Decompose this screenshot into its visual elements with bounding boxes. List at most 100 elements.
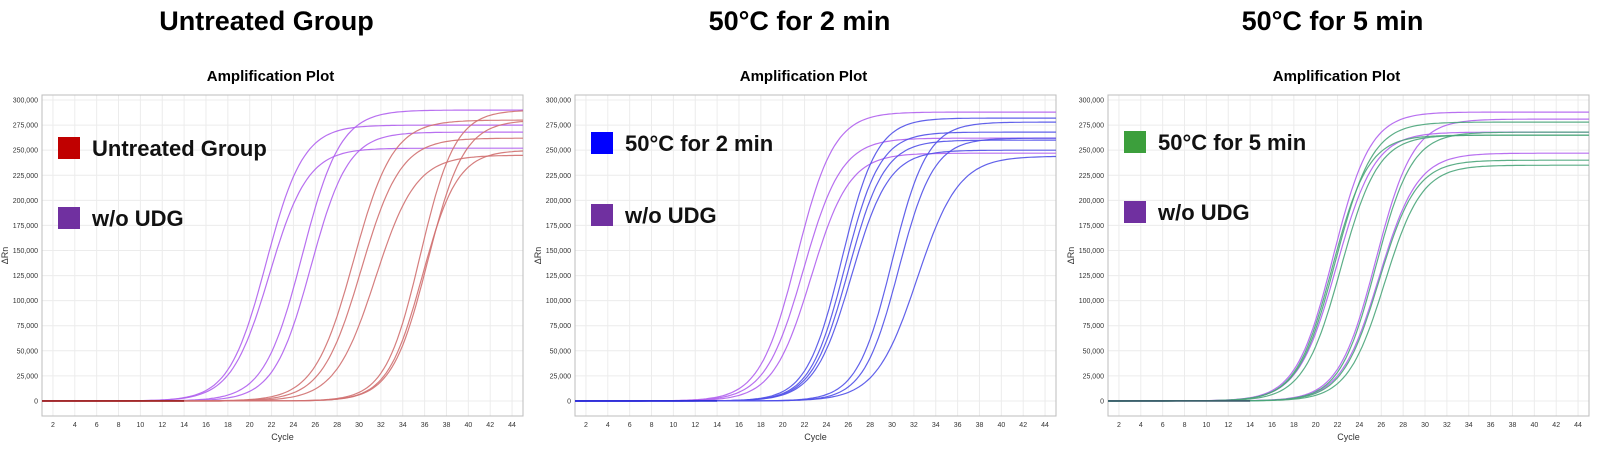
- legend-swatch: [58, 137, 80, 159]
- y-tick-label: 275,000: [546, 123, 571, 130]
- x-tick-label: 2: [1117, 422, 1121, 429]
- x-tick-label: 18: [757, 422, 765, 429]
- y-tick-label: 250,000: [13, 148, 38, 155]
- plot-title: Amplification Plot: [206, 68, 335, 85]
- panel-title: 50°C for 2 min: [708, 6, 891, 36]
- y-tick-label: 200,000: [1079, 198, 1104, 205]
- x-tick-label: 26: [1377, 422, 1385, 429]
- y-tick-label: 75,000: [550, 323, 572, 330]
- x-tick-label: 8: [1183, 422, 1187, 429]
- x-tick-label: 38: [976, 422, 984, 429]
- series-line: [1108, 111, 1589, 402]
- x-axis-label: Cycle: [271, 432, 294, 442]
- x-tick-label: 10: [669, 422, 677, 429]
- y-tick-label: 275,000: [13, 123, 38, 130]
- x-tick-label: 32: [1443, 422, 1451, 429]
- legend-swatch: [591, 204, 613, 226]
- y-tick-label: 250,000: [546, 148, 571, 155]
- x-axis-label: Cycle: [804, 432, 827, 442]
- series-line: [42, 120, 524, 402]
- x-tick-label: 6: [1161, 422, 1165, 429]
- legend-label: Untreated Group: [92, 136, 267, 161]
- x-tick-label: 26: [311, 422, 319, 429]
- series-line: [42, 119, 523, 402]
- y-tick-label: 125,000: [546, 273, 571, 280]
- x-tick-label: 32: [910, 422, 918, 429]
- x-tick-label: 36: [421, 422, 429, 429]
- plot-frame: [1107, 94, 1590, 417]
- x-axis-label: Cycle: [1337, 432, 1360, 442]
- y-tick-label: 0: [34, 398, 38, 405]
- legend-label: 50°C for 5 min: [1158, 130, 1306, 155]
- x-tick-label: 22: [801, 422, 809, 429]
- y-tick-label: 275,000: [1079, 123, 1104, 130]
- x-tick-label: 8: [117, 422, 121, 429]
- x-tick-label: 12: [1224, 422, 1232, 429]
- y-tick-label: 225,000: [13, 173, 38, 180]
- x-tick-label: 4: [73, 422, 77, 429]
- amplification-chart-untreated: 0 25,000 50,000 75,000 100,000 125,000 150,000…: [0, 94, 524, 442]
- panel-2min: 50°C for 2 min Amplification Plot 0 25,00…: [533, 0, 1066, 456]
- x-tick-label: 42: [1552, 422, 1560, 429]
- series-line: [42, 147, 523, 402]
- series-line: [42, 124, 523, 402]
- x-tick-label: 34: [1465, 422, 1473, 429]
- series-line: [575, 139, 1056, 402]
- panel-5min: 50°C for 5 min Amplification Plot 0 25,00…: [1066, 0, 1599, 456]
- x-tick-label: 4: [1139, 422, 1143, 429]
- x-tick-label: 16: [202, 422, 210, 429]
- x-tick-label: 44: [508, 422, 516, 429]
- y-tick-label: 225,000: [1079, 173, 1104, 180]
- x-tick-label: 6: [628, 422, 632, 429]
- x-tick-label: 42: [486, 422, 494, 429]
- x-tick-label: 28: [333, 422, 341, 429]
- x-tick-label: 2: [584, 422, 588, 429]
- y-tick-label: 250,000: [1079, 148, 1104, 155]
- x-tick-label: 44: [1041, 422, 1049, 429]
- y-tick-label: 50,000: [1083, 348, 1105, 355]
- legend-swatch: [591, 132, 613, 154]
- x-tick-label: 12: [158, 422, 166, 429]
- y-tick-label: 25,000: [550, 373, 572, 380]
- x-tick-label: 42: [1019, 422, 1027, 429]
- plot-title: Amplification Plot: [739, 68, 868, 85]
- x-tick-label: 10: [1202, 422, 1210, 429]
- y-tick-label: 0: [1100, 398, 1104, 405]
- x-tick-label: 30: [355, 422, 363, 429]
- y-tick-label: 75,000: [1083, 323, 1105, 330]
- x-tick-label: 24: [290, 422, 298, 429]
- x-tick-label: 38: [1509, 422, 1517, 429]
- y-tick-label: 150,000: [13, 248, 38, 255]
- y-tick-label: 25,000: [1083, 373, 1105, 380]
- x-tick-label: 28: [866, 422, 874, 429]
- y-tick-label: 125,000: [1079, 273, 1104, 280]
- x-tick-label: 12: [691, 422, 699, 429]
- y-tick-label: 100,000: [1079, 298, 1104, 305]
- y-tick-label: 175,000: [546, 223, 571, 230]
- panel-title: 50°C for 5 min: [1241, 6, 1424, 36]
- series-line: [42, 131, 523, 402]
- x-tick-label: 30: [888, 422, 896, 429]
- x-tick-label: 4: [606, 422, 610, 429]
- legend-swatch: [58, 207, 80, 229]
- x-tick-label: 22: [1334, 422, 1342, 429]
- y-axis-label: ΔRn: [0, 247, 10, 265]
- y-tick-label: 300,000: [1079, 98, 1104, 105]
- amplification-chart-5min: 0 25,000 50,000 75,000 100,000 125,000 150,000…: [1066, 94, 1590, 442]
- series-line: [1108, 159, 1589, 402]
- x-tick-label: 38: [443, 422, 451, 429]
- legend-swatch: [1124, 201, 1146, 223]
- plot-frame: [574, 94, 1057, 417]
- x-tick-label: 20: [246, 422, 254, 429]
- y-axis-label: ΔRn: [1066, 247, 1076, 265]
- x-tick-label: 32: [377, 422, 385, 429]
- y-tick-label: 300,000: [13, 98, 38, 105]
- y-tick-label: 150,000: [1079, 248, 1104, 255]
- y-tick-label: 200,000: [546, 198, 571, 205]
- x-tick-label: 20: [779, 422, 787, 429]
- x-tick-label: 14: [1246, 422, 1254, 429]
- x-tick-label: 40: [1530, 422, 1538, 429]
- y-tick-label: 100,000: [13, 298, 38, 305]
- series-line: [575, 137, 1056, 402]
- x-tick-label: 18: [1290, 422, 1298, 429]
